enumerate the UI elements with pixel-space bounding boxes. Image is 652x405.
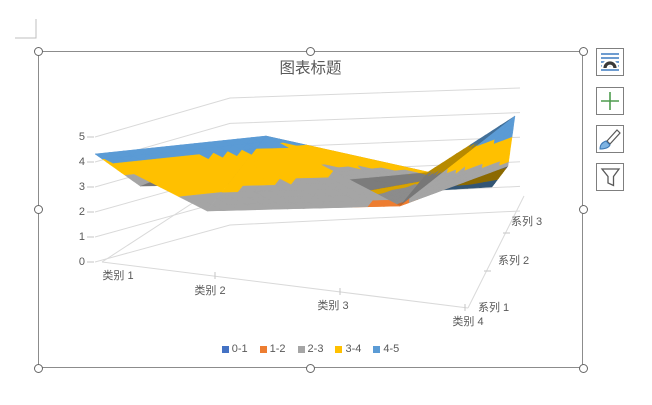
selection-handle-top-left[interactable] — [34, 47, 43, 56]
series-label: 系列 3 — [511, 216, 543, 228]
legend-label: 4-5 — [383, 343, 400, 355]
selection-handle-bottom-left[interactable] — [34, 364, 43, 373]
selection-handle-top-right[interactable] — [579, 47, 588, 56]
value-tick-label: 2 — [78, 206, 85, 218]
legend-label: 0-1 — [231, 343, 248, 355]
legend-swatch — [335, 346, 343, 353]
chart-filters-icon — [600, 168, 621, 187]
legend-label: 2-3 — [307, 343, 324, 355]
chart-title[interactable]: 图表标题 — [279, 60, 342, 77]
series-label: 系列 1 — [478, 302, 510, 314]
surface-series[interactable] — [94, 115, 516, 212]
value-tick-label: 0 — [78, 256, 85, 268]
chart-styles-button[interactable] — [596, 125, 624, 153]
category-label: 类别 4 — [452, 316, 484, 328]
value-tick-label: 5 — [78, 131, 85, 143]
legend-item[interactable]: 1-2 — [259, 343, 286, 356]
layout-options-button[interactable] — [596, 48, 624, 76]
value-tick-label: 4 — [78, 156, 85, 168]
category-label: 类别 3 — [317, 300, 349, 312]
legend[interactable]: 0-1 1-2 2-3 3-4 4-5 — [38, 343, 583, 356]
legend-item[interactable]: 0-1 — [221, 343, 248, 356]
legend-label: 3-4 — [345, 343, 362, 355]
page-corner-mark — [15, 19, 37, 39]
legend-item[interactable]: 2-3 — [297, 343, 324, 356]
legend-swatch — [221, 346, 229, 353]
selection-handle-middle-left[interactable] — [34, 205, 43, 214]
selection-handle-bottom-center[interactable] — [306, 364, 315, 373]
chart-styles-icon — [599, 129, 621, 150]
category-label: 类别 1 — [102, 270, 134, 282]
value-tick-label: 1 — [78, 231, 85, 243]
chart-filters-button[interactable] — [596, 163, 624, 191]
legend-swatch — [373, 346, 381, 353]
selection-handle-top-center[interactable] — [306, 47, 315, 56]
legend-item[interactable]: 3-4 — [335, 343, 361, 356]
legend-item[interactable]: 4-5 — [373, 343, 399, 356]
legend-swatch — [259, 346, 267, 353]
layout-options-icon — [601, 53, 619, 71]
value-tick-label: 3 — [78, 181, 85, 193]
category-label: 类别 2 — [194, 285, 226, 297]
series-label: 系列 2 — [498, 255, 530, 267]
selection-handle-bottom-right[interactable] — [579, 364, 588, 373]
legend-label: 1-2 — [269, 343, 286, 355]
add-chart-elements-icon — [601, 92, 619, 110]
selection-handle-middle-right[interactable] — [579, 205, 588, 214]
chart-elements-button[interactable] — [596, 87, 624, 115]
legend-swatch — [297, 346, 305, 353]
selection-frame[interactable] — [38, 51, 583, 368]
